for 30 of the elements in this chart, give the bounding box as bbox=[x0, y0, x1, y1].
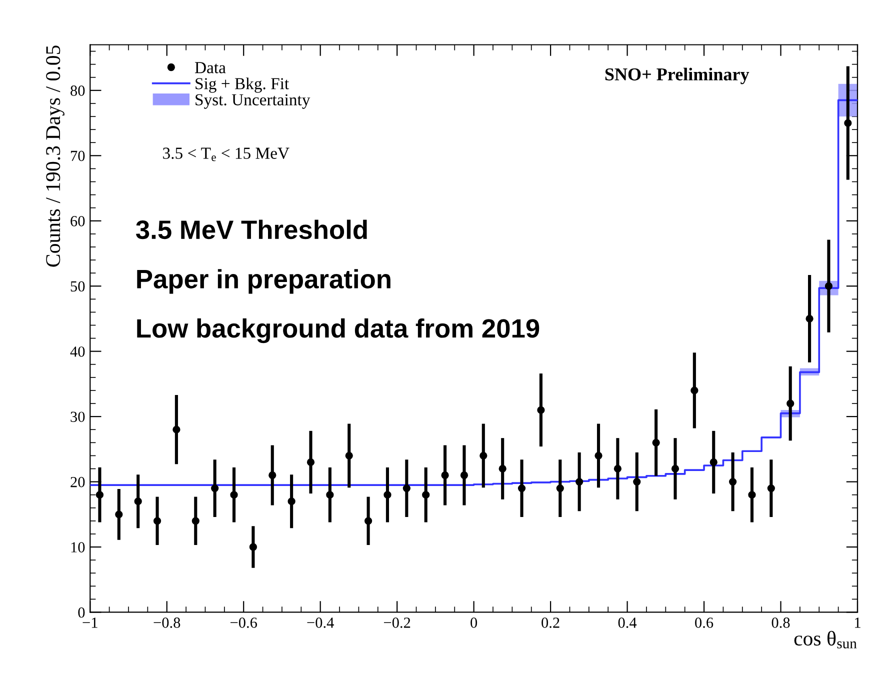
y-tick-label: 0 bbox=[78, 607, 85, 618]
x-tick-label: −0.8 bbox=[154, 618, 180, 628]
legend-label: Sig + Bkg. Fit bbox=[196, 78, 290, 93]
annotation: 3.5 < T$_{e}$ < 15 MeV bbox=[163, 148, 290, 162]
x-tick-label: −1 bbox=[82, 618, 98, 628]
x-axis-title: cos θ$_{sun}$ bbox=[794, 630, 857, 648]
y-tick-label: 80 bbox=[70, 86, 85, 96]
y-tick-label: 40 bbox=[70, 346, 85, 357]
y-axis-title: Counts / 190.3 Days / 0.05 bbox=[46, 46, 64, 267]
annotation: Low background data from 2019 bbox=[137, 318, 540, 344]
x-tick-label: 0.6 bbox=[695, 618, 714, 628]
x-tick-label: −0.4 bbox=[307, 618, 334, 628]
x-tick-label: −0.6 bbox=[230, 618, 257, 628]
x-tick-label: 1 bbox=[855, 618, 860, 628]
x-tick-label: 0.2 bbox=[542, 618, 560, 628]
legend-label: Syst. Uncertainty bbox=[196, 94, 310, 109]
x-tick-label: 0.4 bbox=[618, 618, 637, 628]
y-tick-label: 30 bbox=[70, 412, 85, 422]
y-tick-label: 70 bbox=[70, 150, 85, 162]
x-tick-label: 0 bbox=[470, 618, 478, 628]
annotation: SNO+ Preliminary bbox=[605, 68, 750, 84]
y-tick-label: 50 bbox=[70, 281, 85, 292]
annotation: 3.5 MeV Threshold bbox=[136, 220, 367, 240]
legend-label: Data bbox=[194, 62, 226, 74]
y-tick-label: 20 bbox=[70, 476, 85, 488]
x-tick-label: 0.8 bbox=[772, 618, 790, 628]
x-tick-label: −0.2 bbox=[384, 618, 410, 628]
y-tick-label: 60 bbox=[70, 216, 85, 226]
y-tick-label: 10 bbox=[71, 542, 85, 552]
annotation: Paper in preparation bbox=[137, 269, 390, 294]
